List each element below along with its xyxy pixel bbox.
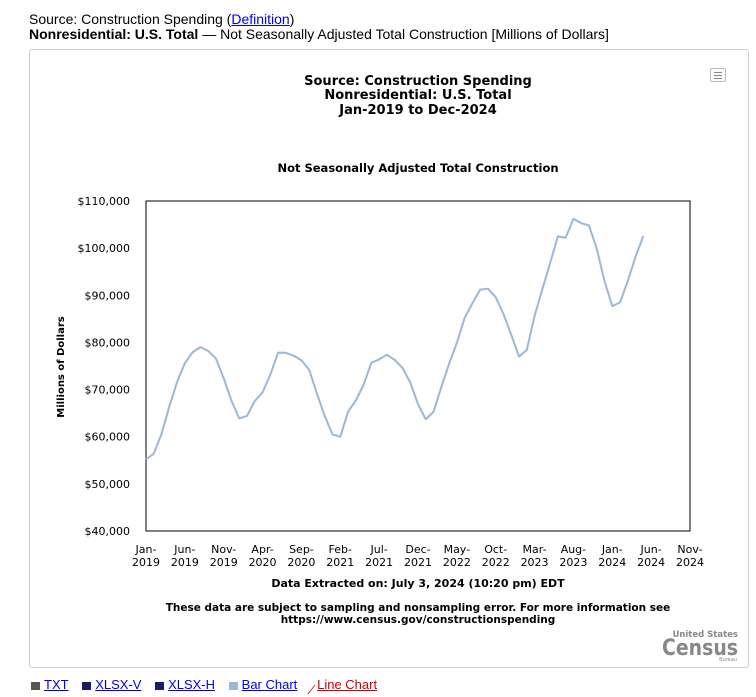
series-description: — Not Seasonally Adjusted Total Construc… — [198, 26, 609, 42]
series-line: Nonresidential: U.S. Total — Not Seasona… — [29, 26, 609, 42]
definition-link[interactable]: Definition — [231, 11, 290, 27]
chart-menu-button[interactable] — [710, 68, 726, 82]
download-links: TXT XLSX-V XLSX-H Bar Chart ⁄ Line Chart — [31, 677, 387, 697]
series-name: Nonresidential: U.S. Total — [29, 26, 199, 42]
line-chart-link[interactable]: ⁄ Line Chart — [310, 677, 378, 697]
chart-panel — [29, 49, 749, 668]
xlsx-h-link[interactable]: XLSX-H — [155, 677, 215, 692]
bar-chart-link[interactable]: Bar Chart — [228, 677, 297, 692]
source-line: Source: Construction Spending (Definitio… — [29, 11, 294, 27]
txt-link[interactable]: TXT — [31, 677, 69, 692]
source-prefix: Source: Construction Spending ( — [29, 11, 232, 27]
xlsx-v-link[interactable]: XLSX-V — [82, 677, 141, 692]
source-suffix: ) — [289, 11, 295, 27]
